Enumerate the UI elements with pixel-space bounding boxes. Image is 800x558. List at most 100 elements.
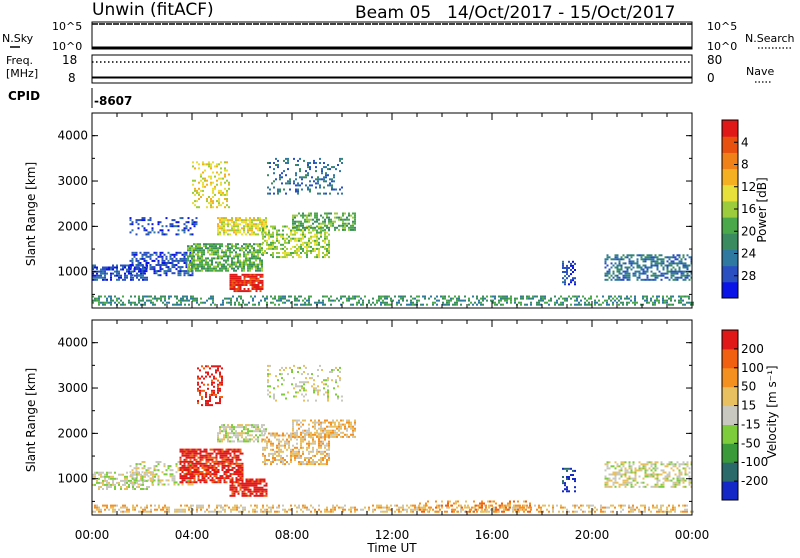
velocity-cell [163, 463, 166, 466]
power-cell [370, 303, 372, 306]
power-cell [295, 164, 297, 166]
power-cell [179, 217, 182, 220]
power-cell [235, 255, 237, 258]
power-cell [198, 193, 200, 196]
velocity-cell [174, 510, 176, 513]
velocity-cell [223, 458, 226, 461]
velocity-cell [223, 438, 225, 441]
power-cell [225, 229, 227, 232]
power-cell [259, 263, 261, 266]
power-cell [162, 295, 164, 298]
power-cell [288, 299, 290, 302]
power-cell [118, 301, 120, 304]
power-cell [199, 255, 201, 258]
velocity-cell [396, 504, 398, 507]
velocity-cell [538, 506, 540, 509]
power-cell [546, 301, 548, 304]
velocity-cell [302, 452, 304, 455]
power-cell [454, 295, 456, 298]
power-cell [624, 274, 627, 277]
velocity-cell [195, 464, 198, 467]
velocity-cell [231, 426, 233, 429]
velocity-cell [112, 510, 114, 513]
power-cell [305, 174, 307, 177]
power-cell [354, 222, 356, 225]
velocity-cell [129, 481, 132, 484]
velocity-cell [231, 458, 234, 461]
power-cell [251, 281, 254, 284]
power-cell [634, 295, 636, 298]
power-cell [274, 247, 276, 250]
velocity-cell [312, 436, 314, 439]
power-cell [333, 174, 335, 177]
velocity-cell [272, 434, 274, 437]
velocity-cell [328, 454, 330, 457]
velocity-cell [237, 466, 240, 469]
power-cell [292, 214, 294, 217]
power-cell [219, 221, 221, 224]
power-cell [171, 266, 174, 269]
power-cell [278, 241, 280, 244]
velocity-cell [292, 419, 294, 422]
power-cell [342, 295, 344, 298]
power-cell [212, 299, 214, 302]
velocity-cell [294, 450, 296, 453]
power-cell [296, 297, 298, 300]
power-cell [304, 241, 306, 244]
power-cell [227, 245, 229, 248]
power-cell [324, 212, 326, 215]
velocity-cell [580, 508, 582, 511]
power-cell [386, 297, 388, 300]
velocity-cell [183, 462, 186, 465]
power-cell [664, 264, 667, 267]
velocity-cell [436, 504, 438, 507]
power-cell [221, 225, 223, 228]
power-cell [267, 162, 269, 164]
velocity-cell [278, 450, 280, 453]
power-cell [326, 247, 328, 250]
power-cell [520, 301, 522, 304]
power-cell [644, 295, 646, 298]
velocity-cell [211, 452, 214, 455]
power-cell [185, 227, 188, 230]
power-cell [116, 274, 118, 277]
power-cell [314, 214, 316, 217]
velocity-cell [181, 450, 184, 453]
velocity-cell [100, 486, 102, 488]
power-cell [255, 265, 257, 268]
velocity-cell [328, 510, 330, 513]
power-cell [604, 272, 607, 275]
power-cell [253, 277, 256, 280]
power-cell [253, 249, 255, 252]
power-cell [201, 265, 203, 268]
power-cell [316, 214, 318, 217]
power-cell [604, 260, 607, 263]
power-cell [159, 270, 162, 273]
power-cell [262, 237, 264, 240]
power-cell [159, 255, 162, 258]
power-cell [273, 192, 275, 195]
velocity-cell [268, 440, 270, 443]
velocity-cell [322, 463, 324, 466]
power-cell [658, 258, 661, 261]
velocity-cell [241, 436, 243, 439]
velocity-cell [217, 402, 219, 405]
power-cell [207, 263, 209, 266]
power-cell [678, 266, 681, 269]
power-cell [231, 219, 233, 222]
power-cell [163, 264, 166, 266]
power-cell [259, 221, 261, 224]
power-cell [656, 297, 658, 300]
power-cell [184, 303, 186, 306]
velocity-cell [213, 448, 216, 451]
velocity-cell [249, 484, 252, 487]
power-cell [210, 167, 212, 170]
velocity-cell [217, 479, 220, 482]
power-cell [134, 303, 136, 306]
power-cell [384, 303, 386, 306]
power-cell [100, 270, 102, 273]
power-cell [244, 303, 246, 306]
velocity-cell [324, 435, 326, 438]
power-cell [142, 274, 144, 277]
velocity-cell [596, 508, 598, 511]
